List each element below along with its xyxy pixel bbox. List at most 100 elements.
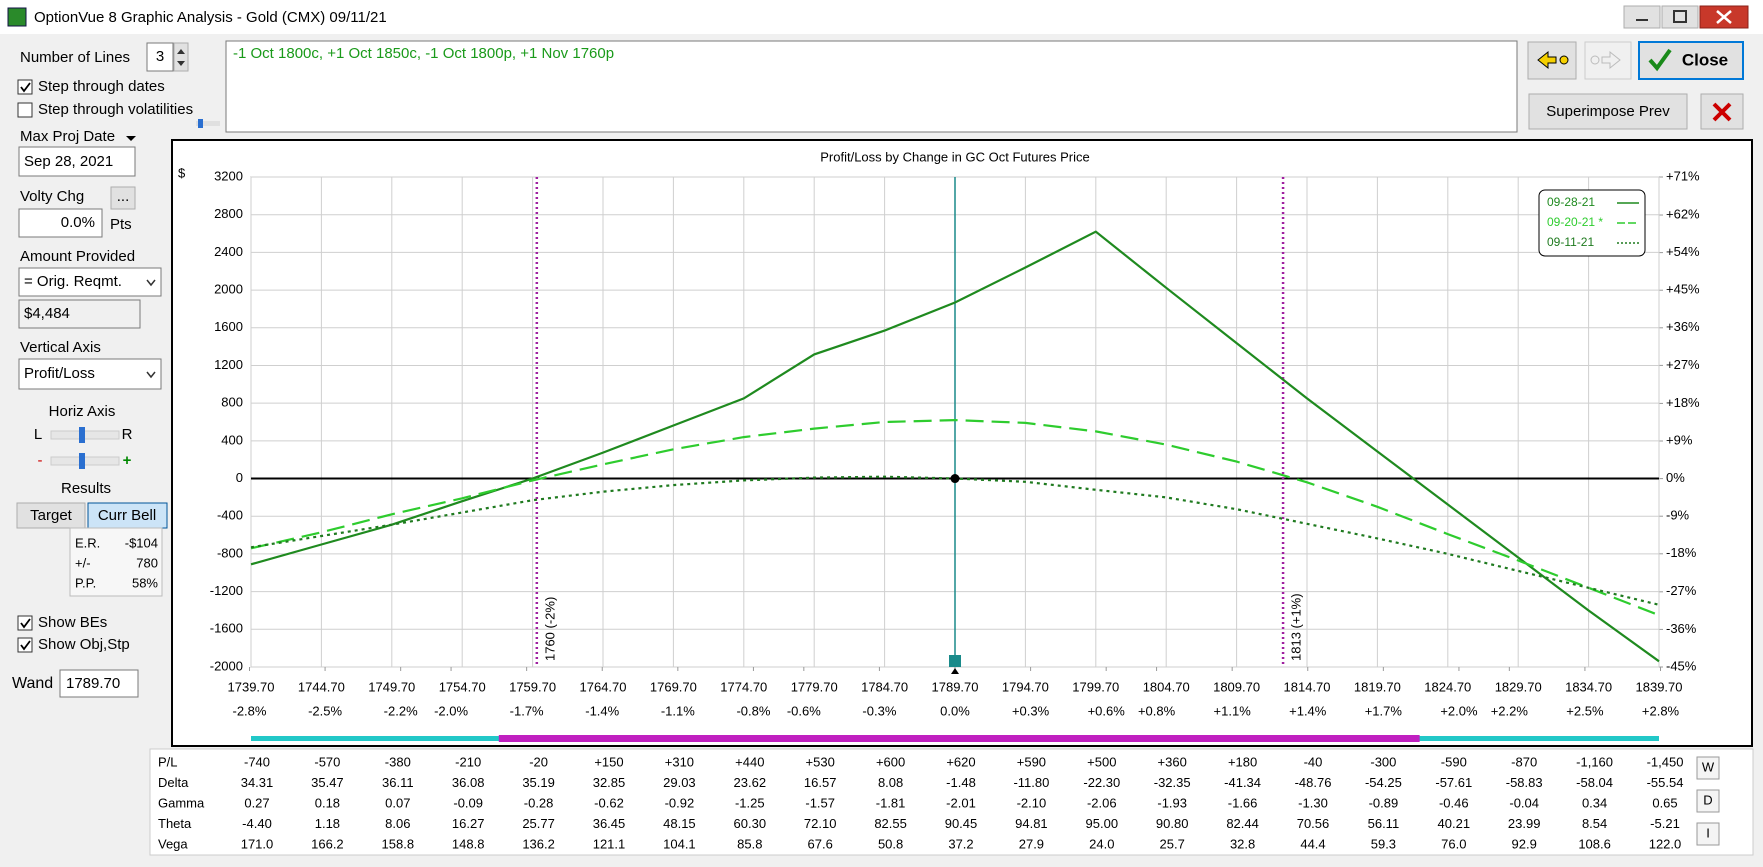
cell: 136.2: [522, 836, 555, 851]
target-button[interactable]: [16, 502, 86, 529]
cell: 166.2: [311, 836, 344, 851]
x2-tick-label: +2.5%: [1566, 703, 1604, 718]
y2-tick-label: -36%: [1666, 621, 1697, 636]
table-button-label: I: [1706, 825, 1710, 840]
checkbox-label: Show BEs: [38, 614, 107, 631]
y2-tick-label: +54%: [1666, 244, 1700, 259]
cell: -58.04: [1576, 775, 1613, 790]
cell: -4.40: [242, 816, 272, 831]
amount-select-value: = Orig. Reqmt.: [24, 273, 122, 290]
check-icon: [1648, 48, 1672, 72]
cell: 94.81: [1015, 816, 1048, 831]
spin-button[interactable]: [173, 42, 189, 72]
date-input[interactable]: [18, 146, 136, 177]
cell: -0.28: [524, 795, 554, 810]
cell: -0.04: [1509, 795, 1539, 810]
cell: 35.47: [311, 775, 344, 790]
vertical-axis-select[interactable]: [18, 358, 162, 390]
y-tick-label: 2000: [214, 282, 243, 297]
amount-select[interactable]: [18, 267, 162, 297]
vol-slider[interactable]: [196, 121, 220, 126]
volty-input[interactable]: [18, 208, 103, 238]
clear-icon: [1712, 102, 1732, 122]
x-tick-label: 1774.70: [720, 679, 767, 694]
cell: 90.80: [1156, 816, 1189, 831]
x2-tick-label: -2.2%: [384, 703, 418, 718]
cell: -41.34: [1224, 775, 1261, 790]
result-value: 780: [136, 555, 158, 570]
maximize-button[interactable]: [1661, 5, 1699, 29]
checkbox-label: Step through dates: [38, 78, 165, 95]
cell: -48.76: [1295, 775, 1332, 790]
lines-input[interactable]: [146, 42, 174, 72]
y-tick-label: 3200: [214, 168, 243, 183]
wand-point: [950, 474, 960, 484]
cell: -0.89: [1369, 795, 1399, 810]
y2-tick-label: +36%: [1666, 319, 1700, 334]
cell: 40.21: [1438, 816, 1471, 831]
cell: -0.46: [1439, 795, 1469, 810]
minimize-button[interactable]: [1623, 5, 1661, 29]
close-button[interactable]: [1638, 41, 1744, 80]
vol-slider-thumb[interactable]: [198, 119, 203, 128]
volty-button[interactable]: [110, 186, 136, 210]
row-label: Delta: [158, 775, 189, 790]
cell: -1.66: [1228, 795, 1258, 810]
cell: -1.81: [876, 795, 906, 810]
cell: 0.65: [1652, 795, 1677, 810]
cell: -740: [244, 754, 270, 769]
strategy-box[interactable]: [225, 40, 1518, 133]
breakeven-label: 1760 (-2%): [542, 597, 557, 661]
greeks-table: [149, 748, 1754, 856]
x-tick-label: 1794.70: [1002, 679, 1049, 694]
vertical-axis-value: Profit/Loss: [24, 365, 95, 382]
check-mark: [20, 82, 31, 93]
x-tick-label: 1834.70: [1565, 679, 1612, 694]
table-button[interactable]: [1696, 789, 1720, 813]
cell: -57.61: [1435, 775, 1472, 790]
dropdown-icon: [146, 279, 156, 287]
curr-bell-button[interactable]: [87, 502, 168, 529]
cell: 8.54: [1582, 816, 1607, 831]
cell: -570: [314, 754, 340, 769]
x-tick-label: 1764.70: [580, 679, 627, 694]
cell: -2.01: [946, 795, 976, 810]
cell: 122.0: [1649, 836, 1682, 851]
horiz-slider-thumb[interactable]: [79, 427, 85, 443]
cell: -0.62: [594, 795, 624, 810]
x-tick-label: 1784.70: [861, 679, 908, 694]
table-button[interactable]: [1696, 756, 1720, 780]
cell: -1,160: [1576, 754, 1613, 769]
zoom-slider-thumb[interactable]: [79, 453, 85, 469]
x2-tick-label: +0.6%: [1088, 703, 1126, 718]
checkbox[interactable]: [17, 615, 33, 631]
checkbox[interactable]: [17, 79, 33, 95]
result-value: 58%: [132, 575, 158, 590]
checkbox[interactable]: [17, 637, 33, 653]
wand-input[interactable]: [59, 669, 139, 698]
x2-tick-label: -0.3%: [862, 703, 896, 718]
next-button[interactable]: [1584, 41, 1632, 80]
label: R: [122, 426, 133, 443]
table-button[interactable]: [1696, 822, 1720, 846]
cell: -0.09: [453, 795, 483, 810]
cell: 158.8: [382, 836, 415, 851]
cell: 0.18: [315, 795, 340, 810]
cell: +440: [735, 754, 764, 769]
cell: -1.30: [1298, 795, 1328, 810]
cell: 23.62: [734, 775, 767, 790]
superimpose-button[interactable]: [1528, 93, 1688, 130]
label: Volty Chg: [20, 188, 84, 205]
legend-label: 09-11-21: [1547, 235, 1594, 249]
x-tick-label: 1819.70: [1354, 679, 1401, 694]
cell: -58.83: [1506, 775, 1543, 790]
y2-tick-label: +27%: [1666, 357, 1700, 372]
x2-tick-label: -0.8%: [736, 703, 770, 718]
checkbox[interactable]: [17, 102, 33, 118]
x2-tick-label: -0.6%: [787, 703, 821, 718]
x-tick-label: 1759.70: [509, 679, 556, 694]
cell: 8.08: [878, 775, 903, 790]
cell: 0.34: [1582, 795, 1607, 810]
y2-tick-label: -45%: [1666, 658, 1697, 673]
